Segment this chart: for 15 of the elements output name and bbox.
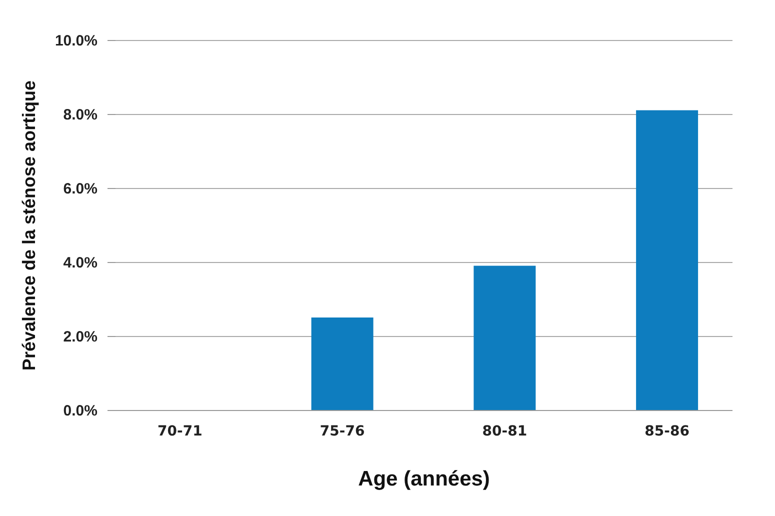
x-tick-label: 70-71 <box>158 424 202 440</box>
y-axis-title: Prévalence de la sténose aortique <box>18 80 39 371</box>
x-tick-label: 80-81 <box>482 424 528 440</box>
y-tick-label: 8.0% <box>63 106 98 124</box>
y-tick-label: 10.0% <box>54 32 98 50</box>
y-tick-label: 6.0% <box>63 180 98 198</box>
x-axis-title: Age (années) <box>358 468 490 490</box>
x-tick-label: 85-86 <box>644 424 690 440</box>
y-tick-label: 2.0% <box>63 328 98 346</box>
bar <box>636 110 698 410</box>
y-tick-label: 0.0% <box>63 402 98 420</box>
x-tick-label: 75-76 <box>320 424 365 440</box>
bar <box>311 318 374 410</box>
bar <box>474 266 536 410</box>
y-tick-label: 4.0% <box>63 254 98 272</box>
